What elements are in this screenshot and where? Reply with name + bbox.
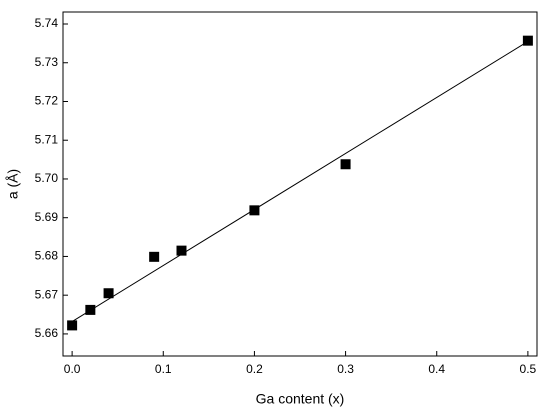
data-point (85, 304, 96, 315)
x-tick-label: 0.3 (337, 362, 354, 376)
data-point (149, 251, 160, 262)
x-tick-label: 0.5 (520, 362, 537, 376)
y-tick-label: 5.68 (35, 249, 59, 263)
y-tick-label: 5.66 (35, 326, 59, 340)
data-point (249, 205, 260, 216)
y-tick-label: 5.70 (35, 171, 59, 185)
x-axis-label: Ga content (x) (256, 391, 345, 407)
y-tick-label: 5.71 (35, 132, 59, 146)
data-point (176, 245, 187, 256)
y-tick-label: 5.69 (35, 210, 59, 224)
data-point (103, 288, 114, 299)
data-point (67, 320, 78, 331)
y-tick-label: 5.74 (35, 16, 59, 30)
y-axis-label: a (Å) (5, 169, 21, 199)
fit-line (71, 41, 529, 322)
y-tick-label: 5.67 (35, 287, 59, 301)
data-point (340, 159, 351, 170)
x-tick-label: 0.1 (155, 362, 172, 376)
data-point (522, 35, 533, 46)
plot-frame (62, 11, 538, 357)
y-tick-label: 5.73 (35, 55, 59, 69)
x-tick-label: 0.0 (64, 362, 81, 376)
y-tick-label: 5.72 (35, 94, 59, 108)
x-tick-label: 0.2 (246, 362, 263, 376)
x-tick-label: 0.4 (428, 362, 445, 376)
